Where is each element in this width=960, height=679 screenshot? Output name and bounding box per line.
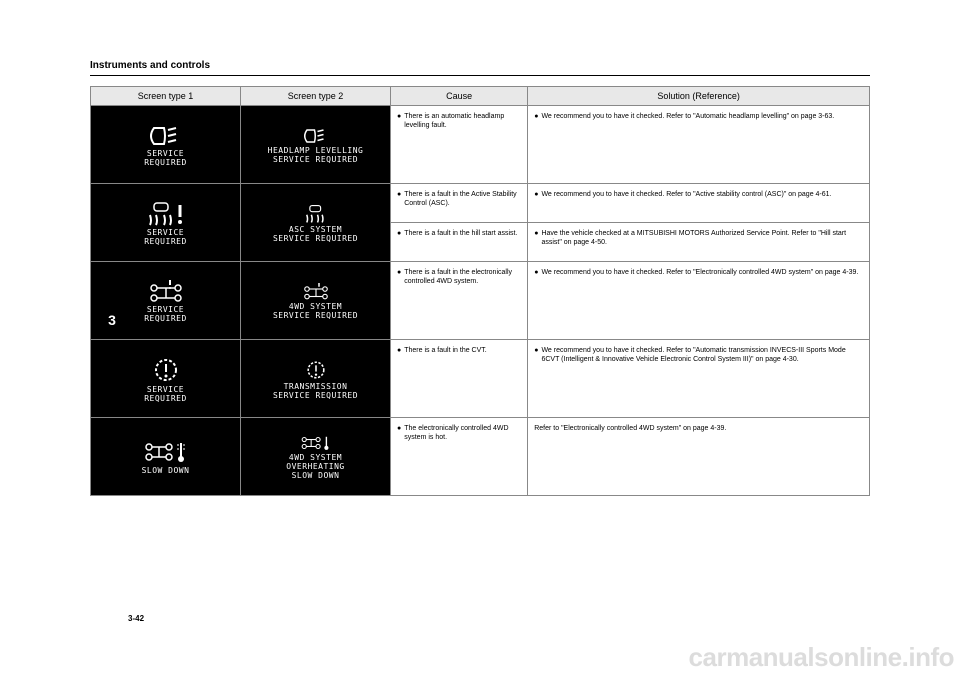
- table-row: SERVICE REQUIRED TRANSMISSIONSERVICE REQ…: [91, 340, 870, 418]
- table-row: SERVICE REQUIRED HEADLAMP LEVELLINGSERVI…: [91, 106, 870, 184]
- section-title: Instruments and controls: [90, 60, 870, 71]
- screen-type-1: SLOW DOWN: [91, 418, 241, 496]
- 4wd-heat-icon: [143, 439, 189, 465]
- 4wd-icon: [300, 283, 332, 301]
- table-row: SLOW DOWN 4WD SYSTEMOVERHEATINGS: [91, 418, 870, 496]
- transmission-icon: [148, 356, 184, 384]
- cause-cell: ●There is a fault in the hill start assi…: [391, 223, 528, 262]
- watermark: carmanualsonline.info: [689, 642, 954, 673]
- col-solution: Solution (Reference): [528, 87, 870, 106]
- 4wd-heat-icon: [298, 434, 334, 452]
- screen-label: 4WD SYSTEMOVERHEATINGSLOW DOWN: [247, 454, 384, 480]
- screen-type-2: ASC SYSTEMSERVICE REQUIRED: [241, 184, 391, 262]
- screen-label: HEADLAMP LEVELLINGSERVICE REQUIRED: [247, 147, 384, 165]
- screen-type-1: SERVICE REQUIRED: [91, 184, 241, 262]
- section-tab: 3: [102, 308, 122, 332]
- col-screen2: Screen type 2: [241, 87, 391, 106]
- screen-label: SERVICE REQUIRED: [97, 229, 234, 247]
- col-screen1: Screen type 1: [91, 87, 241, 106]
- screen-type-2: 4WD SYSTEMSERVICE REQUIRED: [241, 262, 391, 340]
- warning-table: Screen type 1 Screen type 2 Cause Soluti…: [90, 86, 870, 496]
- headlamp-icon: [301, 127, 331, 145]
- solution-cell: ●We recommend you to have it checked. Re…: [528, 106, 870, 184]
- cause-cell: ●There is a fault in the electronically …: [391, 262, 528, 340]
- screen-label: TRANSMISSIONSERVICE REQUIRED: [247, 383, 384, 401]
- screen-type-1: SERVICE REQUIRED: [91, 340, 241, 418]
- screen-type-2: 4WD SYSTEMOVERHEATINGSLOW DOWN: [241, 418, 391, 496]
- 4wd-icon: [146, 280, 186, 304]
- screen-label: SLOW DOWN: [97, 467, 234, 476]
- solution-cell: ●We recommend you to have it checked. Re…: [528, 184, 870, 223]
- table-row: SERVICE REQUIRED ASC SYSTEMSERVICE REQUI…: [91, 184, 870, 223]
- table-row: SERVICE REQUIRED 4WD SYSTEMSERVICE REQUI…: [91, 262, 870, 340]
- headlamp-icon: [146, 124, 186, 148]
- page-container: Instruments and controls Screen type 1 S…: [90, 0, 870, 496]
- solution-cell: Refer to "Electronically controlled 4WD …: [528, 418, 870, 496]
- screen-type-2: HEADLAMP LEVELLINGSERVICE REQUIRED: [241, 106, 391, 184]
- page-header: Instruments and controls: [90, 60, 870, 76]
- solution-cell: ●We recommend you to have it checked. Re…: [528, 262, 870, 340]
- asc-icon: [144, 201, 188, 227]
- screen-label: 4WD SYSTEMSERVICE REQUIRED: [247, 303, 384, 321]
- solution-cell: ●Have the vehicle checked at a MITSUBISH…: [528, 223, 870, 262]
- page-number: 3-42: [128, 614, 144, 623]
- screen-type-2: TRANSMISSIONSERVICE REQUIRED: [241, 340, 391, 418]
- asc-icon: [299, 204, 333, 224]
- screen-label: SERVICE REQUIRED: [97, 386, 234, 404]
- cause-cell: ●There is a fault in the CVT.: [391, 340, 528, 418]
- screen-label: SERVICE REQUIRED: [97, 150, 234, 168]
- col-cause: Cause: [391, 87, 528, 106]
- solution-cell: ●We recommend you to have it checked. Re…: [528, 340, 870, 418]
- cause-cell: ●The electronically controlled 4WD syste…: [391, 418, 528, 496]
- screen-type-1: SERVICE REQUIRED: [91, 106, 241, 184]
- screen-label: ASC SYSTEMSERVICE REQUIRED: [247, 226, 384, 244]
- cause-cell: ●There is a fault in the Active Stabilit…: [391, 184, 528, 223]
- transmission-icon: [302, 359, 330, 381]
- cause-cell: ●There is an automatic headlamp levellin…: [391, 106, 528, 184]
